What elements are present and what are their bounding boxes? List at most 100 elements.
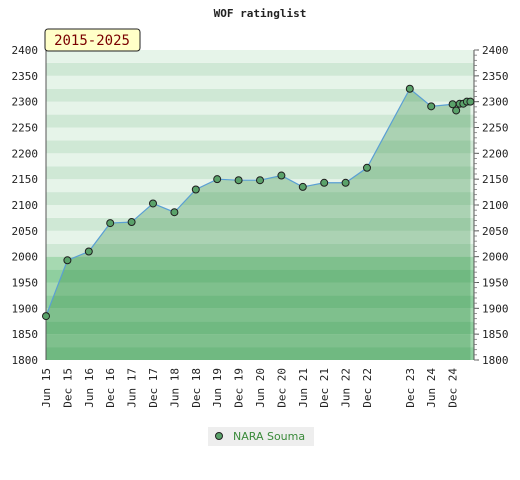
- band: [46, 334, 474, 348]
- legend: NARA Souma: [208, 427, 314, 446]
- y-tick-label: 2300: [12, 96, 39, 109]
- x-axis: Jun 15 Dec 15 Jun 16 Dec 16 Jun 17 Dec 17 Jun …: [40, 368, 460, 408]
- band: [46, 230, 474, 244]
- data-point: [277, 171, 286, 180]
- area-under-line: [46, 88, 471, 360]
- data-point: [191, 185, 200, 194]
- x-tick-label: Jun 17: [126, 368, 139, 408]
- band: [46, 282, 474, 296]
- y-tick-label: 2000: [12, 251, 39, 264]
- data-point: [427, 102, 436, 111]
- band: [46, 50, 474, 63]
- band: [46, 205, 474, 218]
- data-point: [452, 106, 461, 115]
- y-tick-label: 2100: [482, 199, 509, 212]
- y-tick-label: 2350: [12, 70, 39, 83]
- data-point: [42, 312, 50, 321]
- y-tick-label: 2000: [482, 251, 509, 264]
- data-point: [213, 175, 222, 184]
- band: [46, 62, 474, 76]
- area-fill: [46, 88, 471, 360]
- y-tick-label: 2250: [12, 122, 39, 135]
- y-tick-label: 2050: [482, 225, 509, 238]
- series-nara-souma: [42, 84, 475, 321]
- y-tick-label: 2200: [12, 147, 39, 160]
- legend-marker: [215, 432, 223, 440]
- y-axis-left: 1800 1850 1900 1950 2000 2050 2100 2150 2200 2250…: [12, 44, 39, 367]
- y-tick-label: 2350: [482, 70, 509, 83]
- data-point: [363, 163, 371, 172]
- band: [46, 101, 474, 115]
- y-tick-label: 1800: [482, 354, 509, 367]
- x-tick-label: Dec 21: [318, 368, 331, 408]
- y-tick-label: 2250: [482, 122, 509, 135]
- y-tick-label: 2400: [482, 44, 509, 57]
- data-point: [63, 256, 72, 265]
- band: [46, 256, 474, 270]
- band: [46, 75, 474, 89]
- data-point: [84, 247, 93, 256]
- y-tick-label: 1950: [482, 277, 509, 290]
- data-point: [320, 178, 329, 187]
- data-point: [106, 219, 115, 228]
- x-tick-label: Dec 20: [275, 368, 288, 408]
- x-tick-label: Dec 23: [404, 368, 417, 408]
- period-badge: 2015-2025: [44, 28, 141, 52]
- data-point: [234, 176, 243, 185]
- band: [46, 295, 474, 309]
- band: [46, 114, 474, 128]
- data-point: [256, 176, 264, 185]
- band: [46, 217, 474, 231]
- data-point: [298, 182, 307, 191]
- y-tick-label: 2150: [12, 173, 39, 186]
- x-tick-label: Dec 22: [361, 368, 374, 408]
- band: [46, 140, 474, 154]
- band: [46, 308, 474, 322]
- x-tick-label: Dec 17: [147, 368, 160, 408]
- y-tick-label: 1850: [482, 328, 509, 341]
- y-tick-label: 2200: [482, 147, 509, 160]
- data-point: [170, 208, 179, 217]
- x-tick-label: Dec 18: [190, 368, 203, 408]
- data-point: [405, 84, 414, 93]
- x-tick-label: Jun 15: [40, 368, 53, 408]
- x-tick-label: Jun 21: [297, 368, 310, 408]
- y-tick-label: 2100: [12, 199, 39, 212]
- x-tick-label: Dec 16: [104, 368, 117, 408]
- y-tick-label: 1900: [12, 302, 39, 315]
- band: [46, 153, 474, 167]
- x-tick-label: Jun 24: [425, 368, 438, 408]
- chart-title: WOF ratinglist: [214, 7, 307, 20]
- x-tick-label: Dec 19: [233, 368, 246, 408]
- background-bands: [46, 50, 474, 360]
- y-tick-label: 1900: [482, 302, 509, 315]
- data-point: [341, 178, 350, 187]
- band: [46, 347, 474, 360]
- y-tick-label: 1800: [12, 354, 39, 367]
- band: [46, 127, 474, 141]
- y-tick-label: 1950: [12, 277, 39, 290]
- period-badge-label: 2015-2025: [54, 33, 130, 49]
- y-tick-label: 2400: [12, 44, 39, 57]
- data-point: [149, 199, 157, 208]
- y-tick-label: 2050: [12, 225, 39, 238]
- band: [46, 88, 474, 102]
- data-point: [466, 97, 475, 106]
- x-tick-label: Jun 19: [211, 368, 224, 408]
- y-tick-label: 2150: [482, 173, 509, 186]
- x-tick-label: Jun 20: [254, 368, 267, 408]
- y-axis-right: 1800 1850 1900 1950 2000 2050 2100 2150 2200 2250…: [474, 44, 509, 367]
- x-tick-label: Dec 24: [447, 368, 460, 408]
- band: [46, 321, 474, 335]
- x-tick-label: Jun 16: [83, 368, 96, 408]
- band: [46, 243, 474, 257]
- data-point: [127, 218, 136, 227]
- x-tick-label: Dec 15: [61, 368, 74, 408]
- legend-label: NARA Souma: [233, 430, 305, 443]
- x-tick-label: Jun 18: [168, 368, 181, 408]
- band: [46, 269, 474, 283]
- band: [46, 179, 474, 193]
- y-tick-label: 1850: [12, 328, 39, 341]
- x-tick-label: Jun 22: [340, 368, 353, 408]
